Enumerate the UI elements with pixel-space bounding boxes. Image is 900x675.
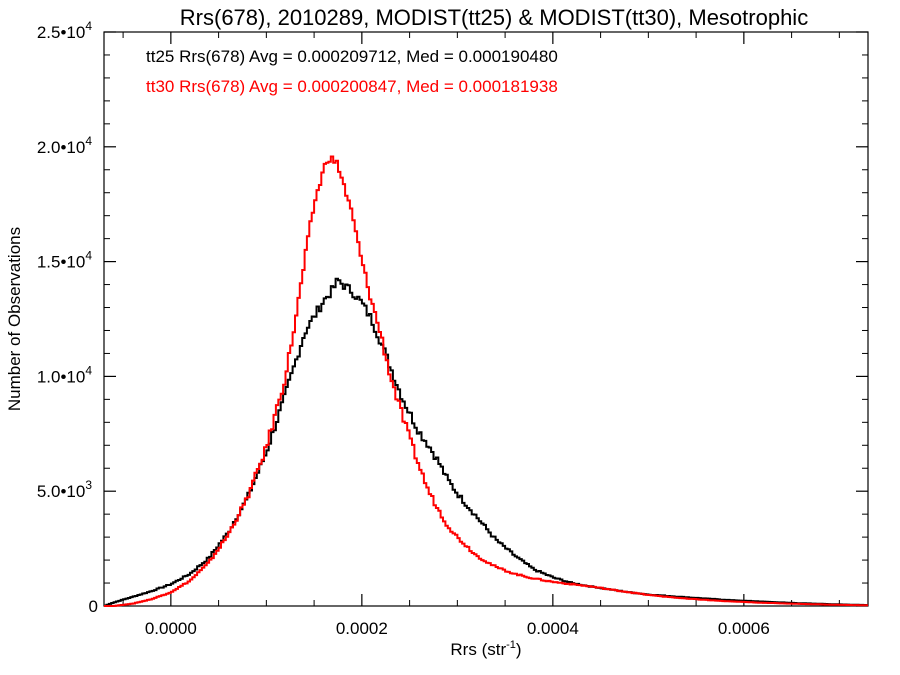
y-axis: 0 5.0•103 1.0•104 1.5•104 2.0•104 2.5•104	[37, 19, 868, 616]
y-axis-label: Number of Observations	[5, 227, 24, 411]
y-tick-label: 5.0•103	[37, 478, 93, 501]
y-tick-label: 2.0•104	[37, 134, 93, 157]
x-tick-label: 0.0006	[718, 619, 770, 638]
x-tick-label: 0.0002	[336, 619, 388, 638]
x-axis-label-base: Rrs (str	[450, 640, 506, 659]
series-line-tt30	[104, 155, 868, 607]
annotation-tt30: tt30 Rrs(678) Avg = 0.000200847, Med = 0…	[146, 77, 558, 96]
y-tick-label: 0	[89, 597, 98, 616]
x-axis: 0.0000 0.0002 0.0004 0.0006	[122, 32, 840, 638]
x-axis-label-sup: -1	[506, 639, 516, 651]
y-tick-label: 1.5•104	[37, 249, 93, 272]
x-axis-label-close: )	[516, 640, 522, 659]
series-line-tt25	[104, 277, 868, 607]
x-axis-label: Rrs (str-1)	[450, 639, 521, 659]
chart-title: Rrs(678), 2010289, MODIST(tt25) & MODIST…	[180, 5, 808, 30]
annotation-tt25: tt25 Rrs(678) Avg = 0.000209712, Med = 0…	[146, 47, 558, 66]
x-tick-label: 0.0000	[145, 619, 197, 638]
x-tick-label: 0.0004	[527, 619, 579, 638]
y-tick-label: 2.5•104	[37, 19, 93, 42]
y-tick-label: 1.0•104	[37, 363, 93, 386]
series-layer	[104, 155, 868, 607]
plot-frame	[103, 31, 869, 607]
